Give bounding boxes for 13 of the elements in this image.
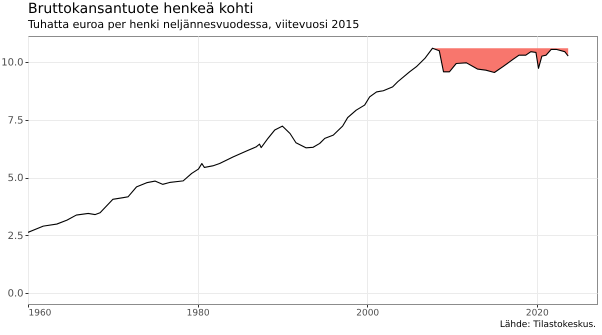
y-tick-label: 7.5 <box>8 115 24 126</box>
x-tick-label: 1980 <box>186 308 210 318</box>
x-tick-label: 2020 <box>526 308 550 318</box>
y-tick-label: 10.0 <box>1 58 24 69</box>
x-tick-label: 2000 <box>356 308 380 318</box>
text: Lähde: Tilastokeskus. <box>500 320 596 330</box>
line-series <box>28 48 569 233</box>
chart-title: Bruttokansantuote henkeä kohti <box>28 1 254 17</box>
y-tick-label: 2.5 <box>8 230 24 242</box>
y-tick-label: 0.0 <box>8 288 24 300</box>
y-tick-label: 5.0 <box>8 173 24 184</box>
chart-subtitle: Tuhatta euroa per henki neljännesvuodessa, viitevuosi 2015 <box>27 18 360 31</box>
x-tick-label: 1960 <box>28 308 52 318</box>
